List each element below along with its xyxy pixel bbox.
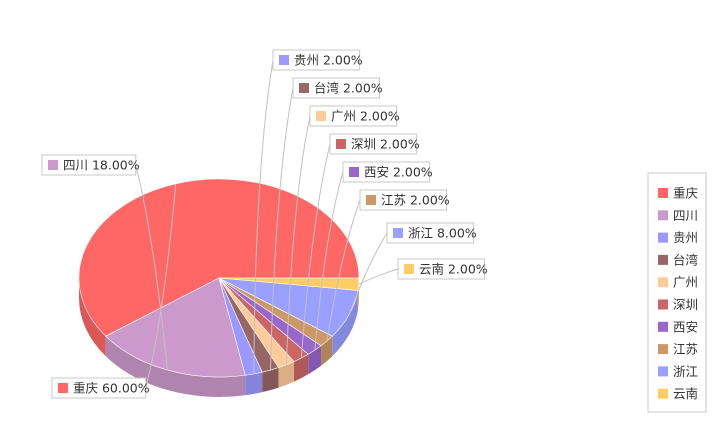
legend-item-2[interactable]: 四川 — [658, 208, 698, 223]
legend-item-6[interactable]: 深圳 — [658, 297, 698, 312]
data-label-7: 西安 2.00% — [342, 161, 433, 183]
legend-swatch — [658, 232, 668, 243]
data-label-swatch — [349, 167, 359, 177]
pie-side-2 — [105, 336, 246, 397]
data-label-text: 广州 2.00% — [331, 109, 400, 124]
legend-item-9[interactable]: 浙江 — [658, 364, 698, 379]
legend-swatch — [658, 188, 668, 198]
data-label-text: 贵州 2.00% — [294, 53, 363, 68]
pie-side-9 — [332, 290, 358, 357]
data-label-swatch — [336, 139, 346, 149]
data-label-10: 云南 2.00% — [397, 258, 488, 280]
data-label-box — [51, 377, 147, 399]
legend-item-3[interactable]: 贵州 — [658, 230, 698, 245]
legend-swatch — [658, 254, 668, 265]
data-label-box — [292, 77, 381, 99]
data-label-8: 江苏 2.00% — [359, 189, 450, 211]
legend-label: 台湾 — [673, 252, 698, 267]
legend-item-5[interactable]: 广州 — [658, 275, 698, 290]
legend-label: 重庆 — [673, 186, 699, 201]
legend-swatch — [658, 344, 668, 355]
legend-swatch — [658, 388, 668, 399]
pie-top-layer — [78, 178, 360, 378]
data-label-swatch — [366, 195, 376, 205]
data-label-2: 四川 18.00% — [41, 154, 140, 176]
leader-line-3 — [253, 59, 274, 374]
legend-label: 深圳 — [673, 297, 698, 312]
leader-line-10 — [358, 268, 399, 285]
data-label-text: 西安 2.00% — [364, 165, 433, 180]
data-label-text: 四川 18.00% — [63, 158, 140, 173]
data-label-box — [41, 154, 137, 176]
pie-side-1 — [79, 278, 106, 357]
pie-side-7 — [308, 345, 322, 375]
legend-label: 贵州 — [673, 230, 698, 245]
legend-label: 西安 — [673, 319, 698, 334]
data-label-4: 台湾 2.00% — [292, 77, 383, 99]
leader-line-9 — [348, 232, 388, 315]
legend-swatch — [658, 210, 668, 221]
data-label-swatch — [48, 160, 58, 170]
leader-line-5 — [285, 115, 311, 365]
legend-swatch — [658, 366, 668, 377]
leader-line-4 — [270, 87, 294, 371]
leader-line-8 — [326, 199, 361, 342]
data-label-box — [309, 105, 398, 127]
data-label-6: 深圳 2.00% — [329, 133, 420, 155]
leader-lines — [135, 59, 399, 389]
pie-slice-1[interactable] — [78, 178, 360, 337]
data-labels: 重庆 60.00% 四川 18.00% 贵州 2.00% 台湾 2.00% 广州 2.0… — [41, 49, 488, 399]
pie-side-5 — [278, 361, 295, 388]
leader-line-6 — [300, 143, 331, 359]
data-label-box — [342, 161, 431, 183]
legend-frame — [647, 172, 707, 413]
data-label-text: 云南 2.00% — [419, 262, 488, 277]
data-label-text: 浙江 8.00% — [408, 226, 477, 241]
pie-side-3 — [245, 372, 263, 396]
legend-item-8[interactable]: 江苏 — [658, 342, 698, 357]
pie-side-6 — [294, 354, 309, 382]
data-label-box — [397, 258, 486, 280]
data-label-box — [329, 133, 418, 155]
data-label-box — [386, 222, 475, 244]
legend-label: 四川 — [673, 208, 698, 223]
pie-slice-10[interactable] — [218, 277, 360, 291]
data-label-swatch — [404, 264, 414, 274]
data-label-text: 深圳 2.00% — [351, 137, 420, 152]
legend-item-7[interactable]: 西安 — [658, 319, 698, 334]
leader-line-1 — [145, 183, 177, 389]
legend-swatch — [658, 321, 668, 332]
data-label-swatch — [279, 55, 289, 65]
pie-side-4 — [262, 367, 279, 393]
data-label-9: 浙江 8.00% — [386, 222, 477, 244]
legend-label: 浙江 — [673, 364, 698, 379]
data-label-1: 重庆 60.00% — [51, 377, 150, 399]
data-label-text: 江苏 2.00% — [381, 193, 450, 208]
legend-item-1[interactable]: 重庆 — [658, 186, 699, 201]
data-label-swatch — [316, 111, 326, 121]
data-label-text: 重庆 60.00% — [73, 381, 150, 396]
data-label-5: 广州 2.00% — [309, 105, 400, 127]
data-label-swatch — [58, 383, 68, 393]
pie-side-8 — [321, 336, 333, 366]
leader-line-2 — [135, 164, 168, 371]
legend-label: 云南 — [673, 386, 698, 401]
data-label-swatch — [299, 83, 309, 93]
data-label-swatch — [393, 228, 403, 238]
leader-line-7 — [314, 171, 344, 351]
data-label-box — [272, 49, 361, 71]
legend-label: 广州 — [673, 275, 698, 290]
legend-swatch — [658, 299, 668, 310]
data-label-3: 贵州 2.00% — [272, 49, 363, 71]
legend-label: 江苏 — [673, 342, 698, 357]
data-label-box — [359, 189, 448, 211]
data-label-text: 台湾 2.00% — [314, 81, 383, 96]
legend-item-4[interactable]: 台湾 — [658, 252, 698, 267]
pie-side-layer — [79, 278, 359, 397]
legend-swatch — [658, 277, 668, 288]
legend-item-10[interactable]: 云南 — [658, 386, 698, 401]
